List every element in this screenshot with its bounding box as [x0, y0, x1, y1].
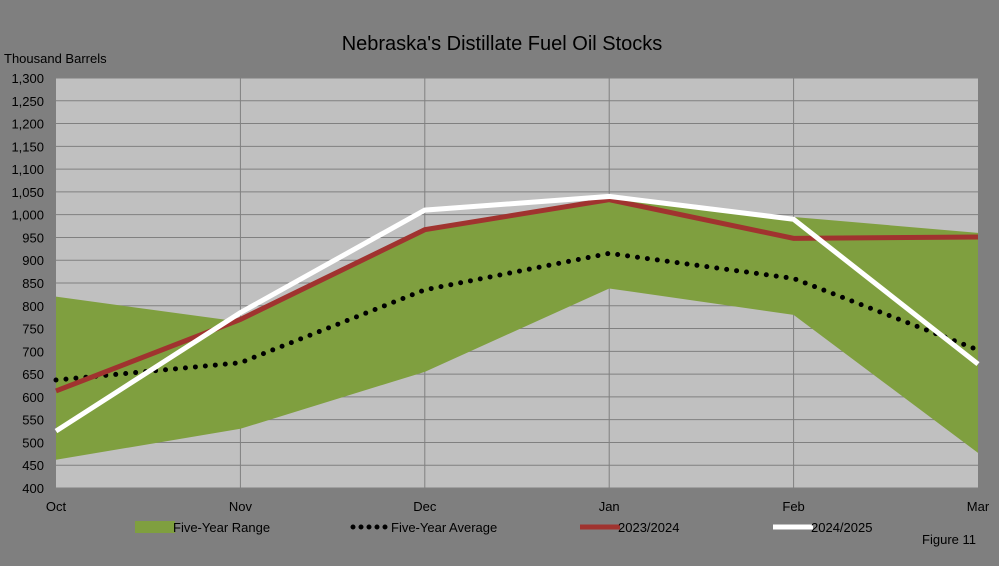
- x-tick-label: Jan: [599, 499, 620, 514]
- x-tick-label: Dec: [413, 499, 437, 514]
- y-tick-label: 950: [22, 230, 44, 245]
- y-tick-label: 700: [22, 344, 44, 359]
- legend-label: Five-Year Average: [391, 520, 497, 535]
- y-tick-label: 600: [22, 390, 44, 405]
- x-tick-label: Mar: [967, 499, 990, 514]
- y-tick-label: 850: [22, 276, 44, 291]
- legend-label: Five-Year Range: [173, 520, 270, 535]
- y-tick-label: 1,300: [11, 71, 44, 86]
- y-tick-label: 1,250: [11, 94, 44, 109]
- x-tick-label: Oct: [46, 499, 67, 514]
- chart-title: Nebraska's Distillate Fuel Oil Stocks: [342, 33, 663, 55]
- y-tick-label: 750: [22, 322, 44, 337]
- y-tick-label: 550: [22, 413, 44, 428]
- legend-label: 2024/2025: [811, 520, 872, 535]
- figure-label: Figure 11: [922, 532, 976, 547]
- x-tick-label: Nov: [229, 499, 253, 514]
- y-tick-label: 1,150: [11, 139, 44, 154]
- y-axis-label: Thousand Barrels: [4, 51, 107, 66]
- legend-swatch: [135, 521, 175, 533]
- five-year-average-line: [53, 250, 981, 383]
- legend-label: 2023/2024: [618, 520, 679, 535]
- y-tick-label: 1,200: [11, 117, 44, 132]
- y-tick-label: 500: [22, 435, 44, 450]
- y-tick-label: 400: [22, 481, 44, 496]
- y-tick-label: 900: [22, 253, 44, 268]
- 2024-2025-line: [54, 193, 980, 434]
- five-year-range-area: [56, 198, 978, 460]
- y-tick-label: 1,100: [11, 162, 44, 177]
- y-tick-label: 1,000: [11, 208, 44, 223]
- y-tick-label: 450: [22, 458, 44, 473]
- y-tick-label: 800: [22, 299, 44, 314]
- y-tick-label: 650: [22, 367, 44, 382]
- x-tick-label: Feb: [782, 499, 804, 514]
- y-tick-label: 1,050: [11, 185, 44, 200]
